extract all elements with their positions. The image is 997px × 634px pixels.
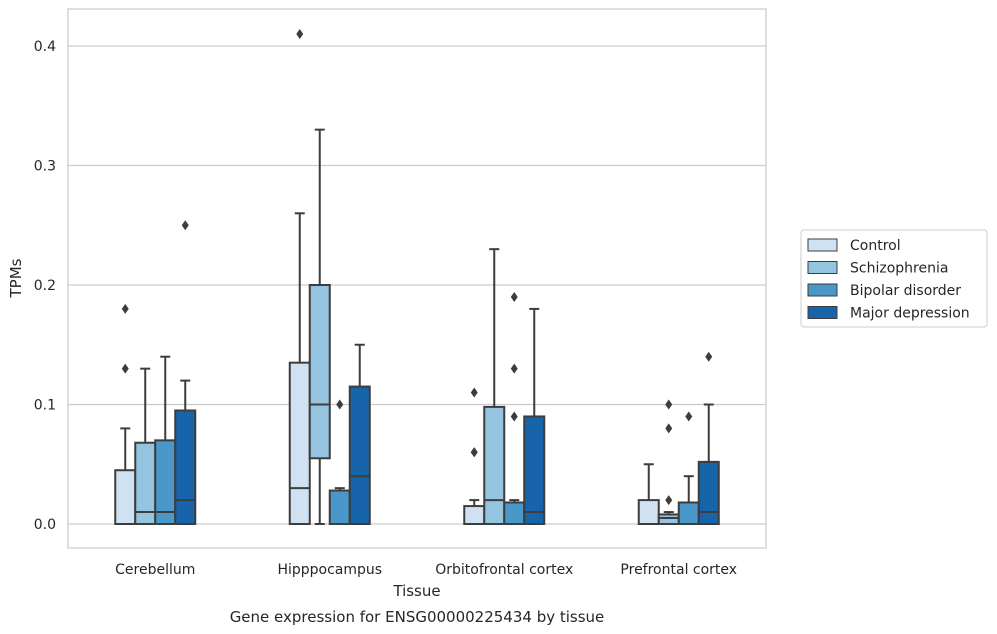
box-control — [637, 463, 660, 526]
box-iqr — [463, 505, 486, 526]
box-control — [463, 387, 486, 526]
x-tick-label: Hipppocampus — [277, 562, 382, 578]
box-bipolar-disorder — [328, 399, 351, 526]
box-iqr — [677, 501, 700, 525]
box-iqr — [174, 409, 197, 526]
box-iqr — [503, 501, 526, 525]
outlier-point — [510, 291, 518, 302]
box-major-depression — [174, 220, 197, 526]
box-major-depression — [348, 343, 371, 526]
y-tick-label: 0.4 — [34, 39, 56, 55]
legend-swatch — [807, 238, 838, 252]
x-axis-label: Tissue — [392, 582, 440, 600]
outlier-point — [336, 399, 344, 410]
box-bipolar-disorder — [154, 355, 177, 526]
box-control — [288, 29, 311, 525]
outlier-point — [665, 495, 673, 506]
box-iqr — [483, 405, 506, 526]
box-schizophrenia — [657, 399, 680, 526]
y-axis-label: TPMs — [7, 258, 25, 298]
outlier-point — [470, 387, 478, 398]
legend-label: Major depression — [850, 306, 970, 322]
outlier-point — [510, 411, 518, 422]
outlier-point — [181, 220, 189, 231]
outlier-point — [665, 399, 673, 410]
x-tick-labels: Cerebellum Hipppocampus Orbitofrontal cort… — [115, 562, 737, 578]
box-iqr — [114, 469, 137, 526]
x-tick-label: Orbitofrontal cortex — [435, 562, 573, 578]
legend-frame — [800, 229, 988, 328]
box-major-depression — [523, 307, 546, 526]
box-bipolar-disorder — [503, 291, 526, 525]
outlier-point — [665, 423, 673, 434]
box-iqr — [697, 460, 720, 525]
y-tick-label: 0.0 — [34, 517, 56, 533]
box-iqr — [288, 361, 311, 525]
box-control — [114, 303, 137, 526]
y-tick-label: 0.2 — [34, 278, 56, 294]
box-iqr — [657, 513, 680, 526]
outlier-point — [121, 363, 129, 374]
box-iqr — [348, 385, 371, 526]
box-schizophrenia — [483, 248, 506, 526]
outlier-point — [685, 411, 693, 422]
outlier-point — [510, 363, 518, 374]
y-tick-label: 0.3 — [34, 159, 56, 175]
x-tick-label: Prefrontal cortex — [620, 562, 737, 578]
y-tick-labels: 0.0 0.1 0.2 0.3 0.4 — [34, 39, 56, 533]
y-tick-label: 0.1 — [34, 398, 56, 414]
legend-label: Bipolar disorder — [850, 283, 961, 299]
box-major-depression — [697, 351, 720, 525]
box-iqr — [523, 415, 546, 526]
outlier-point — [121, 303, 129, 314]
legend-label: Schizophrenia — [850, 261, 948, 277]
plot-frame — [67, 8, 767, 549]
outlier-point — [296, 29, 304, 40]
box-iqr — [308, 284, 331, 460]
box-iqr — [637, 499, 660, 526]
box-schizophrenia — [308, 128, 331, 525]
box-bipolar-disorder — [677, 411, 700, 525]
box-groups — [114, 29, 720, 526]
box-iqr — [328, 489, 351, 526]
legend-swatch — [807, 261, 838, 274]
legend: Control Schizophrenia Bipolar disorder Majo… — [800, 229, 988, 328]
legend-label: Control — [850, 238, 901, 254]
x-tick-label: Cerebellum — [115, 562, 195, 578]
legend-swatch — [807, 283, 838, 297]
outlier-point — [705, 351, 713, 362]
chart-title: Gene expression for ENSG00000225434 by t… — [230, 608, 605, 626]
box-schizophrenia — [134, 367, 157, 525]
legend-swatch — [807, 306, 838, 319]
outlier-point — [470, 447, 478, 458]
